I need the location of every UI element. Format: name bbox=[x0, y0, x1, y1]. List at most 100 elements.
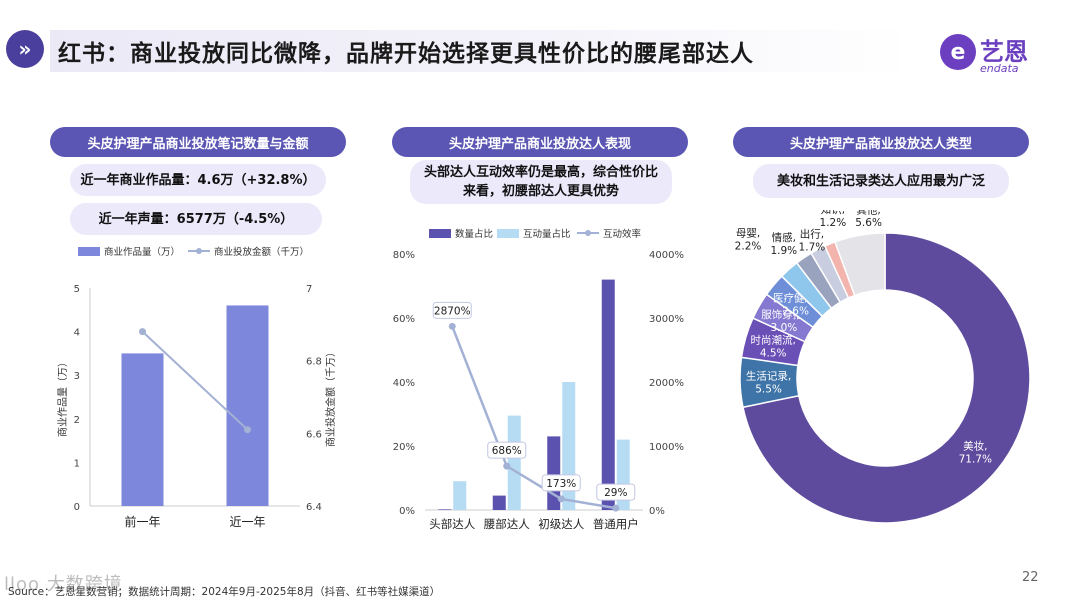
slice-value: 1.7% bbox=[799, 241, 826, 253]
bar-works bbox=[226, 305, 269, 506]
donut-slice bbox=[742, 232, 1031, 524]
y2-tick-label: 7 bbox=[306, 284, 312, 295]
y-tick-label: 0% bbox=[399, 506, 415, 517]
y2-axis-title: 商业投放金额（千万） bbox=[324, 347, 337, 447]
line-efficiency bbox=[451, 325, 616, 510]
legend-swatch-interaction bbox=[497, 229, 519, 238]
panel3-note: 美妆和生活记录类达人应用最为广泛 bbox=[753, 164, 1009, 198]
point-efficiency bbox=[557, 495, 565, 503]
slice-value: 4.5% bbox=[760, 347, 787, 359]
panel1-stat-works: 近一年商业作品量：4.6万（+32.8%） bbox=[70, 164, 326, 196]
watermark: lloo 大数跨境 bbox=[4, 574, 123, 595]
y-tick-label: 2 bbox=[74, 415, 80, 426]
chart-creator-types-donut: 美妆,71.7%生活记录,5.5%时尚潮流,4.5%服饰穿搭,3.0%医疗健康,… bbox=[735, 210, 1031, 524]
slice-label: 时尚潮流, bbox=[751, 333, 796, 346]
y2-tick-label: 0% bbox=[649, 506, 665, 517]
x-tick-label: 前一年 bbox=[124, 514, 160, 529]
bar-count-share bbox=[492, 495, 506, 510]
slice-label: 情感, bbox=[772, 231, 796, 244]
legend-label-interaction: 互动量占比 bbox=[523, 228, 571, 240]
x-tick-label: 头部达人 bbox=[429, 517, 475, 531]
slice-value: 2.6% bbox=[782, 305, 809, 317]
logo-cn: 艺恩 bbox=[980, 38, 1028, 66]
logo-en: endata bbox=[980, 62, 1019, 75]
x-tick-label: 普通用户 bbox=[593, 517, 639, 531]
y-tick-label: 1 bbox=[74, 458, 80, 469]
title-banner bbox=[50, 30, 910, 72]
y2-tick-label: 6.4 bbox=[306, 502, 322, 513]
data-label-efficiency: 173% bbox=[546, 478, 576, 490]
panel2-note: 头部达人互动效率仍是最高，综合性价比来看，初腰部达人更具优势 bbox=[410, 160, 672, 204]
data-label-box bbox=[541, 474, 581, 492]
chart-works-and-spend: 商业作品量（万） 商业投放金额（千万） 0 1 2 3 4 5 6.4 6.6 6.8 7 商业作品量（… bbox=[56, 246, 337, 529]
legend-marker-efficiency bbox=[585, 230, 591, 236]
slice-value: 5.5% bbox=[755, 383, 782, 395]
data-label-efficiency: 29% bbox=[604, 487, 627, 499]
y-tick-label: 4 bbox=[74, 328, 80, 339]
legend-swatch-works bbox=[78, 247, 100, 256]
legend-marker-spend bbox=[196, 248, 202, 254]
y2-tick-label: 4000% bbox=[649, 250, 684, 261]
y-tick-label: 40% bbox=[393, 378, 415, 389]
x-tick-label: 近一年 bbox=[229, 515, 265, 529]
y-axis-title: 商业作品量（万） bbox=[56, 357, 69, 437]
slice-value: 5.6% bbox=[855, 217, 882, 229]
slice-value: 1.2% bbox=[820, 217, 847, 229]
double-chevron-right-icon: » bbox=[6, 30, 44, 68]
x-tick-label: 腰部达人 bbox=[484, 517, 530, 531]
y-tick-label: 60% bbox=[393, 314, 415, 325]
point-efficiency bbox=[503, 462, 511, 470]
slice-value: 71.7% bbox=[959, 454, 992, 466]
legend-label-spend: 商业投放金额（千万） bbox=[214, 246, 309, 258]
page-number: 22 bbox=[1022, 570, 1039, 585]
point-efficiency bbox=[612, 504, 620, 512]
y2-tick-label: 3000% bbox=[649, 314, 684, 325]
endata-logo: e 艺恩 endata bbox=[940, 30, 1050, 78]
y-tick-label: 3 bbox=[74, 371, 80, 382]
legend-label-works: 商业作品量（万） bbox=[104, 246, 180, 258]
y-tick-label: 0 bbox=[74, 502, 80, 513]
source-note: Source：艺恩星数营销；数据统计周期：2024年9月-2025年8月（抖音、… bbox=[8, 586, 441, 598]
y2-tick-label: 2000% bbox=[649, 378, 684, 389]
y2-tick-label: 6.6 bbox=[306, 429, 322, 440]
data-label-box bbox=[432, 301, 472, 319]
slice-label: 生活记录, bbox=[746, 369, 791, 382]
slice-value: 3.0% bbox=[771, 322, 798, 334]
data-label-efficiency: 2870% bbox=[434, 305, 471, 317]
bar-interaction-share bbox=[507, 415, 521, 510]
y-tick-label: 5 bbox=[74, 284, 80, 295]
bar-count-share bbox=[438, 509, 452, 510]
chart-creator-performance: 数量占比 互动量占比 互动效率 0% 20% 40% 60% 80% 0% 1000% 2000% 3… bbox=[393, 228, 684, 531]
point-efficiency bbox=[448, 322, 456, 330]
slice-label: 其他, bbox=[856, 210, 880, 216]
slice-label: 知识, bbox=[821, 210, 845, 216]
x-tick-label: 初级达人 bbox=[538, 517, 584, 531]
data-label-efficiency: 686% bbox=[492, 445, 522, 457]
panel1-stat-volume: 近一年声量：6577万（-4.5%） bbox=[70, 203, 322, 235]
data-label-box bbox=[596, 483, 636, 501]
y-tick-label: 80% bbox=[393, 250, 415, 261]
legend-label-count: 数量占比 bbox=[455, 228, 493, 240]
slice-value: 1.9% bbox=[770, 245, 797, 257]
panel3-heading: 头皮护理产品商业投放达人类型 bbox=[733, 127, 1029, 157]
logo-mark: e bbox=[940, 34, 976, 70]
donut-slice bbox=[834, 232, 886, 297]
legend-swatch-count bbox=[429, 229, 451, 238]
point-spend bbox=[244, 426, 251, 434]
slice-label: 母婴, bbox=[736, 227, 760, 239]
y2-tick-label: 1000% bbox=[649, 442, 684, 453]
slice-label: 美妆, bbox=[963, 440, 987, 453]
page-title: 红书：商业投放同比微降，品牌开始选择更具性价比的腰尾部达人 bbox=[58, 41, 754, 67]
bar-works bbox=[121, 353, 164, 506]
slice-label: 出行, bbox=[800, 227, 824, 240]
bar-interaction-share bbox=[453, 481, 467, 510]
slice-value: 2.2% bbox=[735, 240, 762, 252]
bar-count-share bbox=[601, 279, 615, 510]
point-spend bbox=[139, 328, 146, 336]
data-label-box bbox=[487, 441, 527, 459]
panel1-heading: 头皮护理产品商业投放笔记数量与金额 bbox=[50, 127, 346, 157]
y-tick-label: 20% bbox=[393, 442, 415, 453]
legend-label-efficiency: 互动效率 bbox=[603, 228, 642, 240]
panel2-heading: 头皮护理产品商业投放达人表现 bbox=[392, 127, 688, 157]
y2-tick-label: 6.8 bbox=[306, 357, 322, 368]
